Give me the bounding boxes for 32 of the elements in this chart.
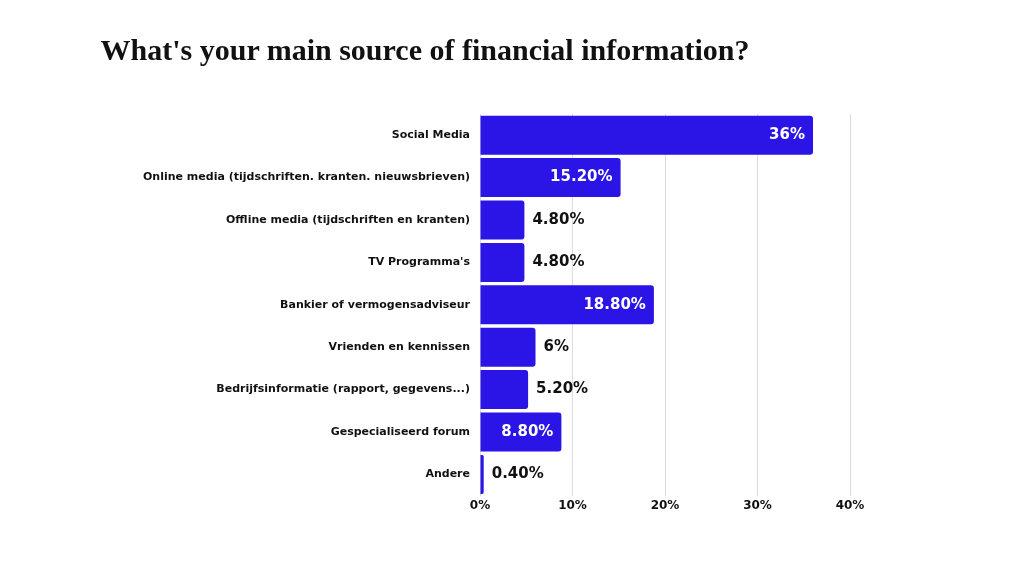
data-label: 18.80% xyxy=(583,294,646,313)
chart-title: What's your main source of financial information? xyxy=(100,32,750,66)
y-tick-label: Social Media xyxy=(391,128,470,142)
y-tick-label: TV Programma's xyxy=(368,255,471,269)
data-label: 4.80% xyxy=(532,252,585,271)
y-tick-label: Bankier of vermogensadviseur xyxy=(280,297,471,311)
data-label: 0.40% xyxy=(491,464,544,483)
x-tick-label: 30% xyxy=(743,497,772,512)
data-label: 8.80% xyxy=(501,421,554,440)
x-tick-label: 0% xyxy=(469,497,491,512)
data-label: 4.80% xyxy=(532,209,585,228)
bar xyxy=(480,200,525,240)
y-tick-label: Vrienden en kennissen xyxy=(328,340,470,354)
bar xyxy=(480,158,621,198)
data-label: 6% xyxy=(543,337,569,356)
y-tick-label: Online media (tijdschriften. kranten. nieuwsbrieven) xyxy=(143,170,470,184)
bar xyxy=(480,327,536,367)
data-label: 15.20% xyxy=(550,167,613,186)
data-label: 36% xyxy=(769,125,805,144)
y-tick-label: Bedrijfsinformatie (rapport, gegevens...) xyxy=(216,382,470,396)
y-tick-label: Gespecialiseerd forum xyxy=(330,424,470,438)
y-tick-label: Andere xyxy=(425,467,470,481)
bar xyxy=(480,285,654,325)
bar xyxy=(480,115,813,155)
data-label: 5.20% xyxy=(536,379,589,398)
y-tick-label: Offline media (tijdschriften en kranten) xyxy=(226,212,470,226)
x-tick-label: 10% xyxy=(558,497,587,512)
bar xyxy=(480,454,484,494)
x-tick-label: 20% xyxy=(650,497,680,512)
bar xyxy=(480,242,525,282)
x-tick-label: 40% xyxy=(835,497,865,512)
bar xyxy=(480,370,529,410)
